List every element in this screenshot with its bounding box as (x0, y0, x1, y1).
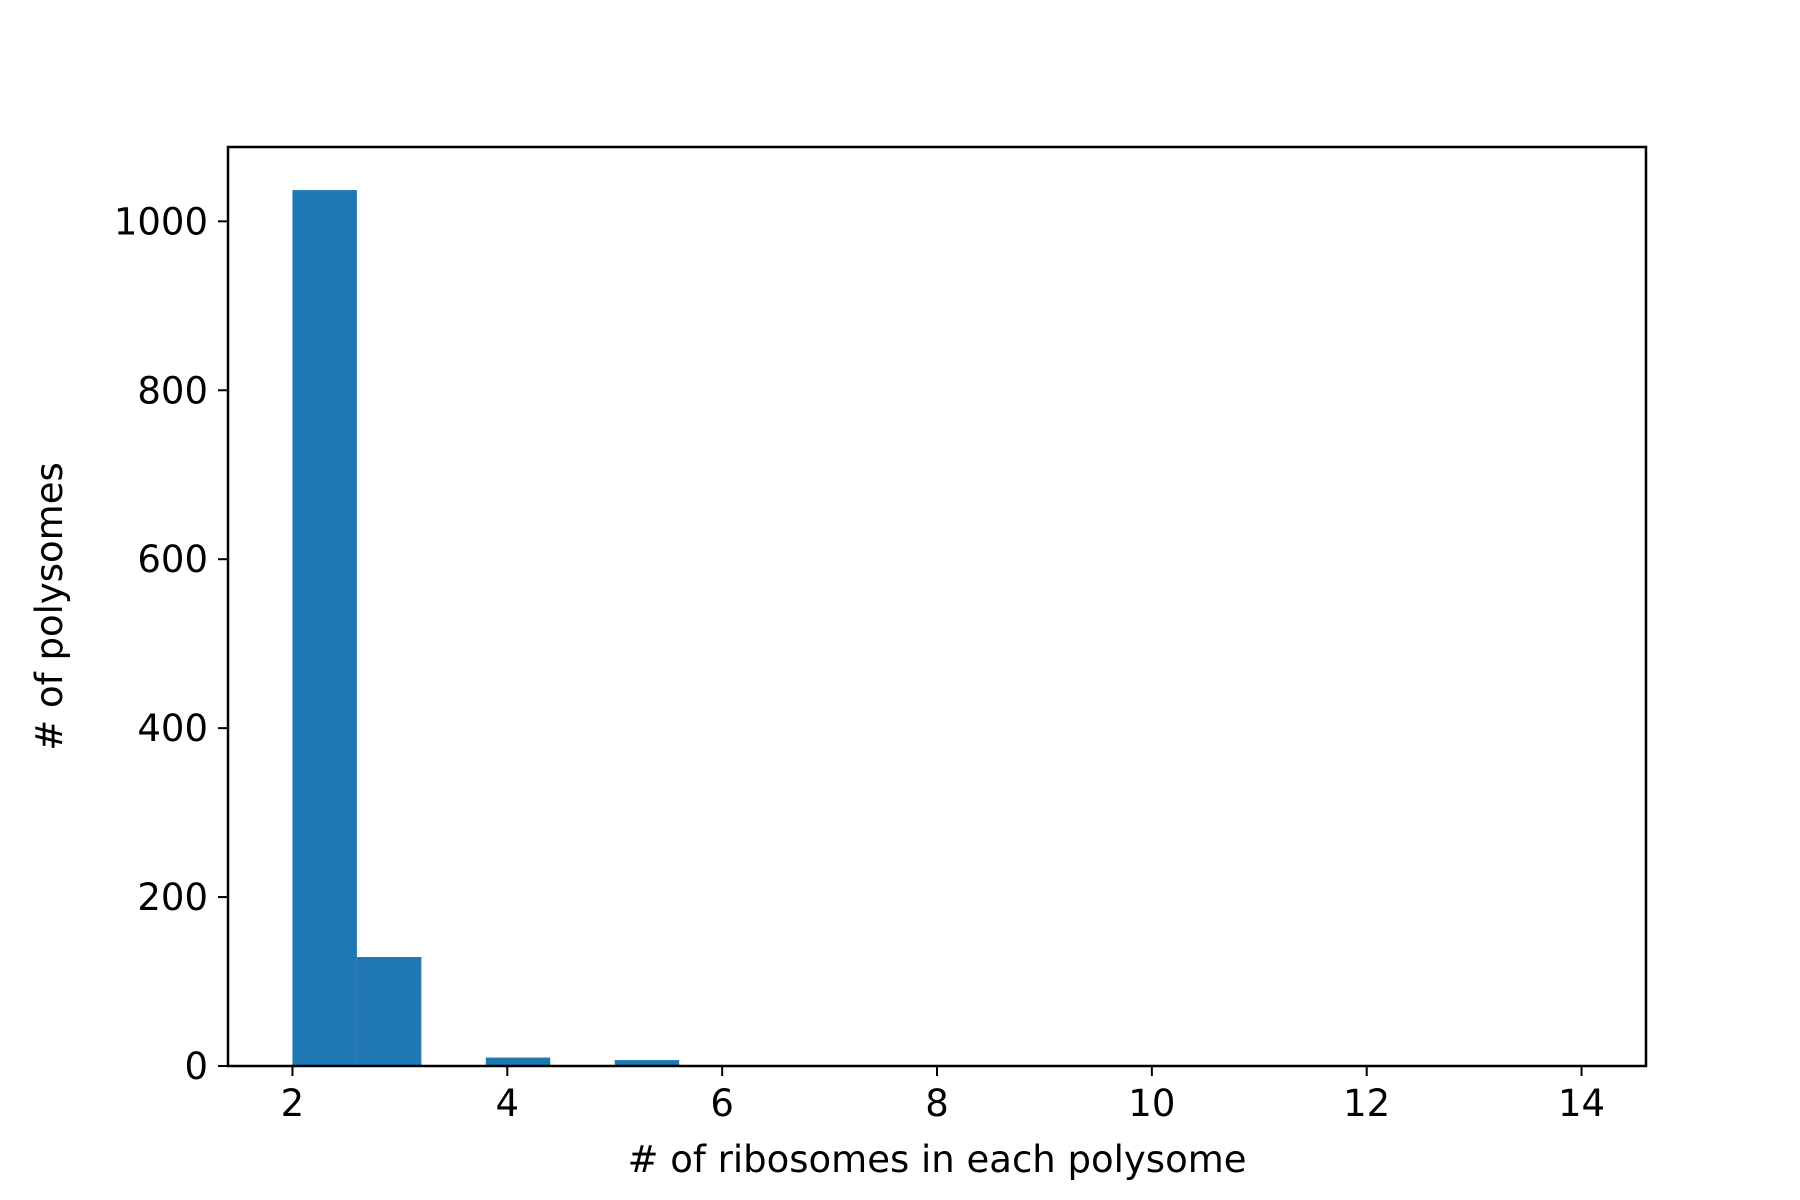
x-tick-label: 6 (710, 1082, 734, 1125)
y-tick-label: 1000 (114, 200, 208, 243)
x-tick-label: 10 (1128, 1082, 1175, 1125)
x-tick-label: 2 (281, 1082, 305, 1125)
y-axis-label: # of polysomes (28, 462, 71, 750)
y-tick-label: 0 (184, 1045, 208, 1088)
histogram-bar-1 (356, 957, 422, 1066)
x-axis-label: # of ribosomes in each polysome (627, 1138, 1246, 1181)
y-tick-label: 600 (137, 538, 208, 581)
bars-group (292, 190, 680, 1066)
histogram-bar-0 (292, 190, 357, 1066)
histogram-bar-3 (614, 1060, 680, 1066)
y-tick-label: 400 (137, 707, 208, 750)
x-tick-label: 12 (1343, 1082, 1390, 1125)
x-tick-label: 8 (925, 1082, 949, 1125)
y-tick-label: 200 (137, 876, 208, 919)
x-tick-label: 4 (496, 1082, 520, 1125)
x-tick-label: 14 (1558, 1082, 1605, 1125)
x-axis-ticks: 2 4 6 8 10 12 14 (281, 1066, 1605, 1125)
y-axis-ticks: 0 200 400 600 800 1000 (114, 200, 228, 1088)
y-tick-label: 800 (137, 369, 208, 412)
histogram-bar-2 (485, 1057, 551, 1066)
